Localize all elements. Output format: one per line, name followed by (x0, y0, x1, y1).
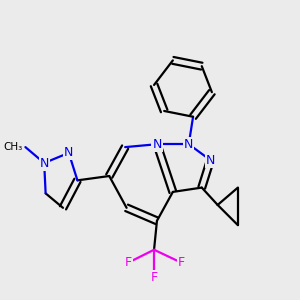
Text: N: N (206, 154, 215, 166)
Text: F: F (151, 271, 158, 284)
Text: N: N (152, 138, 162, 151)
Text: F: F (178, 256, 185, 269)
Text: N: N (40, 157, 49, 169)
Text: F: F (124, 256, 132, 269)
Text: N: N (184, 138, 194, 151)
Text: CH₃: CH₃ (3, 142, 22, 152)
Text: N: N (64, 146, 74, 159)
